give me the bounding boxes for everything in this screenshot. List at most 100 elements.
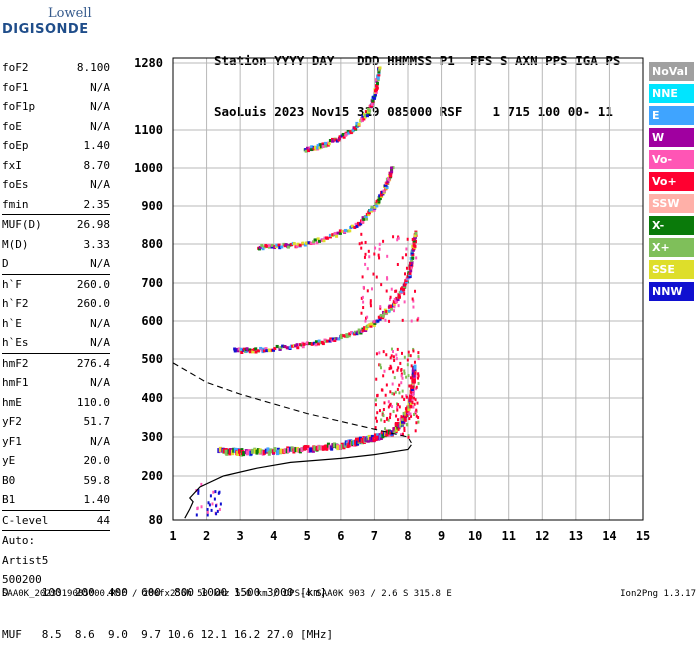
echo-mark bbox=[219, 502, 222, 506]
echo-mark bbox=[373, 205, 377, 209]
echo-mark bbox=[384, 427, 387, 431]
echo-mark bbox=[331, 139, 335, 143]
echo-mark bbox=[413, 360, 416, 364]
echo-mark bbox=[406, 363, 409, 367]
echo-mark bbox=[376, 319, 380, 323]
echo-mark bbox=[387, 309, 391, 313]
echo-mark bbox=[318, 445, 322, 451]
echo-mark bbox=[233, 349, 237, 353]
echo-mark bbox=[390, 166, 394, 170]
param-label: C-level bbox=[2, 513, 49, 527]
echo-mark bbox=[416, 376, 419, 380]
param-row: h`F 260.0 bbox=[2, 275, 110, 295]
echo-mark bbox=[373, 89, 377, 93]
param-value: 8.70 bbox=[83, 158, 111, 172]
echo-mark bbox=[393, 309, 396, 313]
echo-mark bbox=[370, 209, 374, 213]
echo-mark bbox=[398, 383, 401, 387]
x-tick-label: 13 bbox=[569, 529, 583, 543]
param-row: h`E N/A bbox=[2, 314, 110, 334]
echo-mark bbox=[309, 447, 313, 453]
echo-mark bbox=[380, 190, 384, 194]
echo-mark bbox=[206, 513, 209, 517]
echo-mark bbox=[384, 183, 388, 187]
echo-mark bbox=[388, 297, 391, 301]
param-value: 44 bbox=[96, 513, 110, 527]
echo-mark bbox=[373, 320, 377, 324]
echo-mark bbox=[364, 327, 368, 331]
echo-mark bbox=[306, 149, 310, 153]
echo-mark bbox=[375, 419, 378, 423]
param-value: N/A bbox=[90, 100, 110, 113]
echo-mark bbox=[334, 138, 338, 142]
echo-mark bbox=[311, 342, 315, 346]
echo-mark bbox=[382, 374, 385, 378]
echo-mark bbox=[324, 141, 328, 145]
echo-mark bbox=[312, 241, 316, 245]
echo-mark bbox=[380, 366, 383, 370]
param-value: 8.100 bbox=[76, 61, 110, 74]
echo-mark bbox=[402, 411, 405, 415]
echo-mark bbox=[395, 422, 398, 426]
echo-mark bbox=[303, 243, 307, 247]
echo-mark bbox=[301, 345, 305, 349]
echo-mark bbox=[242, 451, 246, 457]
echo-mark bbox=[405, 395, 408, 399]
param-value: N/A bbox=[90, 119, 110, 133]
echo-mark bbox=[357, 122, 361, 126]
echo-mark bbox=[335, 234, 339, 238]
echo-mark bbox=[417, 355, 420, 359]
echo-mark bbox=[286, 245, 290, 249]
echo-mark bbox=[372, 272, 375, 276]
echo-mark bbox=[360, 311, 363, 315]
echo-mark bbox=[341, 229, 345, 233]
echo-mark bbox=[396, 298, 400, 302]
echo-mark bbox=[339, 336, 343, 340]
echo-mark bbox=[395, 357, 398, 361]
echo-mark bbox=[328, 233, 332, 237]
echo-mark bbox=[222, 448, 226, 454]
echo-mark bbox=[364, 262, 367, 266]
echo-mark bbox=[411, 253, 415, 257]
echo-mark bbox=[364, 252, 367, 256]
ionogram-chart: 1 2 3 4 5 6 7 8 9 10 11 12 13 14 158020030040050060070… bbox=[134, 56, 650, 543]
echo-mark bbox=[388, 367, 391, 371]
echo-mark bbox=[373, 321, 377, 325]
echo-mark bbox=[390, 354, 393, 358]
echo-mark bbox=[396, 387, 399, 391]
echo-mark bbox=[405, 253, 408, 257]
echo-mark bbox=[409, 269, 413, 273]
param-label: h`F bbox=[2, 277, 22, 291]
echo-mark bbox=[257, 247, 261, 251]
echo-mark bbox=[403, 282, 407, 286]
echo-mark bbox=[383, 419, 386, 423]
echo-mark bbox=[196, 506, 199, 510]
echo-mark bbox=[265, 349, 269, 353]
echo-mark bbox=[405, 247, 408, 251]
echo-mark bbox=[389, 390, 392, 394]
param-row: D N/A bbox=[2, 254, 110, 274]
echo-mark bbox=[366, 315, 369, 319]
echo-mark bbox=[362, 306, 365, 310]
profile-dashed-curve bbox=[172, 362, 412, 444]
echo-mark bbox=[408, 417, 411, 421]
echo-mark bbox=[239, 347, 243, 351]
plot-frame bbox=[172, 57, 644, 521]
param-label: h`F2 bbox=[2, 297, 29, 310]
param-row: B1 1.40 bbox=[2, 490, 110, 510]
echo-mark bbox=[307, 241, 311, 245]
param-value: N/A bbox=[90, 434, 110, 448]
echo-mark bbox=[385, 433, 388, 437]
echo-mark bbox=[392, 235, 395, 239]
echo-mark bbox=[411, 297, 414, 301]
echo-mark bbox=[358, 242, 361, 246]
logo-lowell-text: Lowell bbox=[48, 6, 92, 21]
x-tick-label: 6 bbox=[337, 529, 344, 543]
legend-item: NoVal bbox=[649, 62, 694, 81]
echo-mark bbox=[197, 489, 200, 493]
echo-mark bbox=[269, 448, 273, 454]
param-row: hmF1 N/A bbox=[2, 373, 110, 393]
echo-mark bbox=[355, 121, 359, 125]
legend-item: Vo- bbox=[649, 150, 694, 169]
echo-mark bbox=[406, 358, 409, 362]
